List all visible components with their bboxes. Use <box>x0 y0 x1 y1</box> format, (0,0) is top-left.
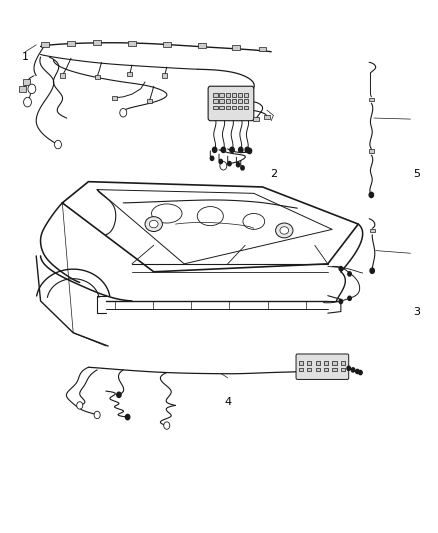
Bar <box>213 106 218 109</box>
Bar <box>324 361 328 365</box>
Bar <box>369 98 374 101</box>
Ellipse shape <box>149 220 158 228</box>
Circle shape <box>247 148 252 154</box>
Bar <box>244 93 248 96</box>
Circle shape <box>94 411 100 419</box>
Bar <box>232 99 236 103</box>
Circle shape <box>228 161 231 166</box>
Circle shape <box>220 161 227 170</box>
Bar <box>369 149 374 153</box>
Bar <box>93 41 101 45</box>
Bar <box>163 42 171 47</box>
Bar <box>226 106 230 109</box>
Bar <box>244 99 248 103</box>
Bar <box>307 361 311 365</box>
Circle shape <box>219 159 223 164</box>
Bar <box>253 117 259 121</box>
Circle shape <box>230 147 234 152</box>
Bar <box>238 93 242 96</box>
FancyBboxPatch shape <box>208 86 254 120</box>
Bar <box>213 99 218 103</box>
Bar <box>95 75 100 79</box>
Circle shape <box>117 392 121 398</box>
Circle shape <box>239 147 243 152</box>
Circle shape <box>24 98 32 107</box>
Circle shape <box>359 370 362 375</box>
Text: 1: 1 <box>22 52 29 62</box>
Ellipse shape <box>152 204 182 223</box>
Text: 4: 4 <box>224 397 231 407</box>
Circle shape <box>339 266 343 271</box>
Bar <box>198 43 205 48</box>
Circle shape <box>125 415 130 419</box>
Bar <box>67 41 75 46</box>
Circle shape <box>348 272 351 276</box>
Circle shape <box>221 147 226 152</box>
Bar <box>233 45 240 50</box>
Bar <box>226 99 230 103</box>
Circle shape <box>369 192 374 198</box>
Bar <box>341 368 345 372</box>
Circle shape <box>351 368 355 372</box>
Circle shape <box>212 147 217 152</box>
Bar <box>128 41 136 46</box>
Circle shape <box>356 369 359 374</box>
Bar <box>19 86 25 92</box>
Circle shape <box>77 402 83 409</box>
Bar <box>232 106 236 109</box>
Bar <box>244 106 248 109</box>
Bar <box>23 79 30 85</box>
Circle shape <box>237 163 240 167</box>
Bar <box>258 47 266 52</box>
Bar <box>162 74 167 78</box>
Bar <box>238 106 242 109</box>
Ellipse shape <box>276 223 293 238</box>
Bar <box>127 72 132 76</box>
Text: 2: 2 <box>270 169 277 179</box>
Bar <box>219 106 224 109</box>
Ellipse shape <box>197 207 223 225</box>
Bar <box>41 43 49 47</box>
Bar <box>324 368 328 372</box>
Bar <box>315 368 320 372</box>
Text: 3: 3 <box>413 306 420 317</box>
FancyBboxPatch shape <box>296 354 349 379</box>
Circle shape <box>120 109 127 117</box>
Bar <box>219 99 224 103</box>
Ellipse shape <box>280 227 289 234</box>
Bar <box>299 368 303 372</box>
Ellipse shape <box>243 214 265 229</box>
Bar <box>219 93 224 96</box>
Bar <box>341 361 345 365</box>
Bar <box>315 361 320 365</box>
Circle shape <box>370 268 374 273</box>
Circle shape <box>241 166 244 170</box>
Bar <box>299 361 303 365</box>
Circle shape <box>210 156 214 160</box>
Bar <box>332 361 337 365</box>
Bar <box>60 74 65 78</box>
Bar <box>213 93 218 96</box>
Bar <box>147 99 152 103</box>
Bar <box>226 93 230 96</box>
Text: 5: 5 <box>413 169 420 179</box>
Ellipse shape <box>145 216 162 231</box>
Circle shape <box>348 296 351 301</box>
Bar <box>232 93 236 96</box>
Circle shape <box>245 147 250 152</box>
Circle shape <box>28 84 36 94</box>
Bar <box>264 115 270 119</box>
Circle shape <box>54 140 61 149</box>
Bar <box>332 368 337 372</box>
Bar <box>370 229 375 232</box>
Bar <box>307 368 311 372</box>
Bar <box>238 99 242 103</box>
Circle shape <box>164 422 170 429</box>
Bar <box>112 95 117 100</box>
Circle shape <box>347 366 350 370</box>
Circle shape <box>339 300 343 304</box>
